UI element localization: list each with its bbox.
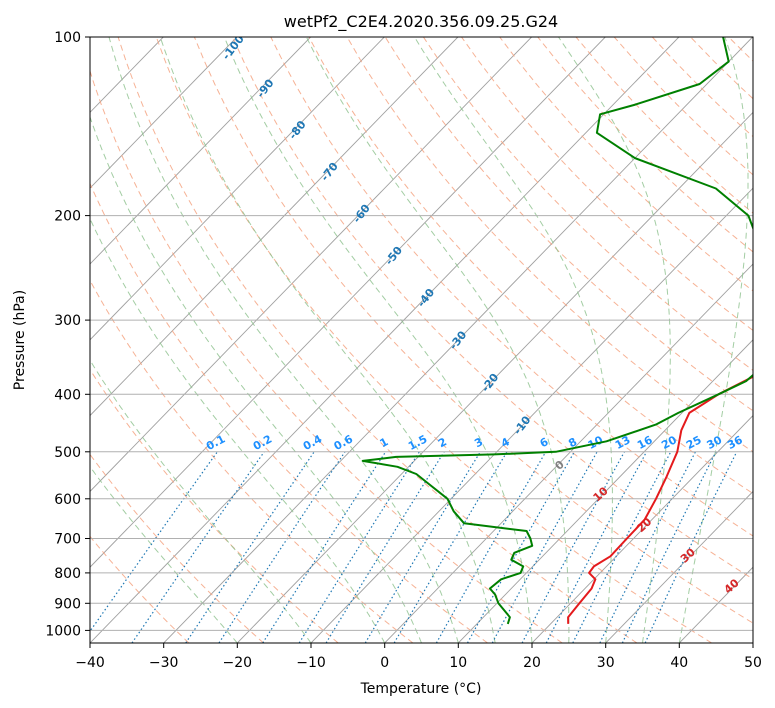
dry-adiabat-line	[270, 37, 753, 537]
moist-adiabat-line	[90, 359, 312, 643]
dry-adiabat-line	[90, 453, 264, 643]
mixing-ratio-line	[131, 451, 265, 643]
mixing-ratio-line	[90, 451, 218, 633]
y-tick-label: 900	[54, 596, 81, 612]
mixing-ratio-line	[262, 451, 387, 643]
y-tick-label: 100	[54, 30, 81, 46]
isotherm-line	[90, 37, 606, 568]
mixing-ratio-line	[364, 451, 481, 643]
y-axis: 100 200 300 400 500 600 700 800 900 1000	[45, 30, 90, 639]
isotherm-line	[384, 263, 753, 643]
x-axis: −40 −30 −20 −10 0 10 20 30 40 50	[75, 643, 762, 671]
dry-adiabat-line	[193, 37, 753, 624]
moist-adiabat-line	[108, 37, 459, 643]
y-tick-label: 400	[54, 387, 81, 403]
chart-title: wetPf2_C2E4.2020.356.09.25.G24	[284, 12, 558, 32]
background-lines	[90, 37, 753, 643]
y-tick-label: 300	[54, 313, 81, 329]
y-tick-label: 1000	[45, 623, 81, 639]
isotherm-line	[236, 111, 753, 643]
mixing-ratio-label: 25	[684, 433, 704, 452]
mixing-ratio-line	[621, 451, 717, 643]
x-tick-label: −10	[296, 655, 326, 671]
dry-adiabat-line	[90, 182, 488, 643]
y-tick-label: 800	[54, 566, 81, 582]
y-axis-title: Pressure (hPa)	[12, 290, 28, 390]
moist-adiabat-line	[223, 37, 533, 643]
mixing-ratio-line	[491, 451, 598, 643]
mixing-ratio-line	[218, 451, 346, 643]
isotherm-line	[90, 37, 238, 189]
temperature-profile	[567, 375, 753, 624]
moist-adiabat-line	[678, 37, 749, 643]
mixing-ratio-label: 36	[725, 433, 745, 452]
x-tick-label: −30	[149, 655, 179, 671]
moist-adiabat-line	[90, 115, 422, 643]
dry-adiabat-line	[308, 37, 753, 495]
x-tick-label: −40	[75, 655, 105, 671]
x-tick-label: 20	[523, 655, 541, 671]
isotherm-line	[310, 187, 753, 643]
mixing-ratio-line	[185, 451, 315, 643]
plot-frame	[89, 36, 754, 644]
isotherm-line	[90, 37, 532, 493]
mixing-ratio-label: 20	[659, 433, 679, 452]
x-tick-label: 30	[597, 655, 615, 671]
isotherm-line	[90, 37, 459, 417]
moist-adiabat-line	[305, 37, 570, 643]
isotherm-line	[531, 414, 753, 643]
moist-adiabat-line	[414, 37, 613, 643]
dry-adiabat-line	[90, 69, 563, 643]
y-tick-label: 600	[54, 492, 81, 508]
y-tick-label: 200	[54, 209, 81, 225]
x-tick-label: 0	[380, 655, 389, 671]
moist-adiabat-line	[90, 465, 238, 643]
moist-adiabat-line	[558, 37, 671, 643]
mixing-ratio-line	[466, 451, 575, 643]
mixing-ratio-line	[521, 451, 625, 643]
mixing-ratio-label: 30	[705, 433, 725, 452]
isotherm-line	[90, 37, 311, 265]
isotherm-line	[605, 490, 753, 643]
x-tick-label: 40	[670, 655, 688, 671]
y-tick-label: 700	[54, 532, 81, 548]
dry-adiabat-line	[346, 37, 753, 453]
dry-adiabat-line	[117, 37, 638, 643]
x-tick-label: −20	[223, 655, 253, 671]
y-tick-label: 500	[54, 445, 81, 461]
pressure-grid	[90, 37, 753, 631]
moist-adiabat-line	[159, 37, 496, 643]
mixing-ratio-line	[298, 451, 420, 643]
x-tick-label: 10	[449, 655, 467, 671]
dry-adiabat-line	[232, 37, 753, 580]
isotherm-line	[90, 37, 385, 341]
moist-adiabat-line	[90, 217, 386, 643]
dry-adiabat-line	[90, 279, 414, 643]
dewpoint-profile	[361, 37, 753, 625]
x-tick-label: 50	[744, 655, 762, 671]
mixing-ratio-line	[599, 451, 697, 643]
x-axis-title: Temperature (°C)	[360, 681, 482, 697]
profile-series	[361, 37, 753, 625]
dry-adiabat-line	[90, 368, 339, 643]
mixing-ratio-label: 16	[635, 433, 655, 452]
isotherm-line	[90, 37, 680, 643]
isotherm-line	[163, 37, 753, 643]
